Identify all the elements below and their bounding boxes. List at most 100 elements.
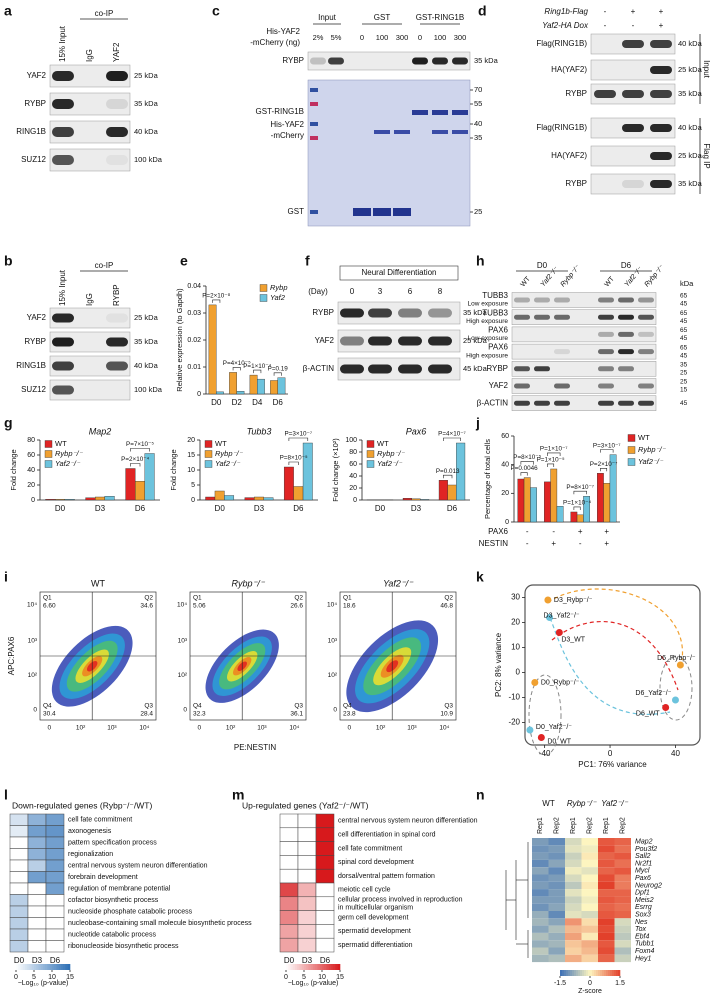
band [106,127,128,137]
band [106,155,128,165]
row-label: spermatid development [338,928,411,935]
bar [556,506,564,523]
trajectory [551,621,679,691]
label: TUBB3 [482,291,508,300]
band [618,400,634,406]
label: D6 [621,261,632,270]
point [537,734,545,741]
lane-label: YAF2 [112,42,121,62]
band [368,364,392,374]
heatmap-cell [9,859,29,872]
significance-bracket [212,299,221,303]
y-tick-label: 10 [511,643,520,652]
band [398,336,422,346]
y-axis-label: APC:PAX6 [7,636,16,675]
label: Input [702,60,711,79]
quadrant-value: 6.60 [43,603,56,610]
label: 25 kDa [678,65,703,74]
label: His-YAF2 [270,120,304,129]
legend-label: Yaf2⁻/⁻ [215,459,241,468]
bar [55,499,66,501]
significance-bracket [443,437,461,441]
colorbar-step [32,964,35,970]
legend-swatch [259,294,268,302]
legend-swatch [259,284,268,292]
heatmap-cell [9,882,29,895]
heatmap-cell [532,954,549,963]
band [368,308,392,318]
heatmap-cell [581,925,598,933]
blot-strip [590,59,676,81]
band [52,313,74,323]
p-value: P=8×10⁻⁵ [280,455,308,462]
point-label: D3_Rybp⁻/⁻ [554,597,593,604]
legend-label: WT [377,439,389,448]
label: 25 [680,379,688,386]
p-value: P=4×10⁻⁷ [438,431,466,438]
point [671,696,679,704]
heatmap-cell [581,940,598,948]
heatmap-cell [548,874,565,882]
heatmap-cell [279,813,299,829]
label: 300 [396,33,409,42]
column-label: Rep1 [603,817,610,834]
p-value: P=1×10⁻⁴ [563,500,591,507]
row-label: spermatid differentiation [338,942,413,949]
y-axis-label: Percentage of total cells [483,439,492,519]
column-label: D3 [302,956,313,965]
colorbar-step [614,970,617,976]
colorbar-step [574,970,577,976]
colorbar-step [580,970,583,976]
legend-label: WT [215,439,227,448]
colorbar-step [560,970,563,976]
heatmap-cell [27,836,47,849]
colorbar-step [332,964,335,970]
y-tick-label: 60 [349,461,357,468]
sign: - [552,527,555,536]
row-label: Tubb1 [635,941,654,948]
label: + [659,7,664,16]
colorbar-step [55,964,58,970]
bar [229,372,237,395]
significance-bracket [573,506,581,510]
heatmap-cell [614,838,631,846]
colorbar-step [612,970,615,976]
label: 15 [680,387,688,394]
label: Rybp⁻/⁻ [644,263,667,288]
label: Low exposure [468,335,509,342]
panel-label: c [212,3,220,19]
heatmap-cell [315,924,335,939]
label: 35 kDa [678,179,703,188]
x-tick-label: D2 [232,398,243,407]
heatmap-cell [581,947,598,955]
colorbar-step [61,964,64,970]
legend-swatch [366,440,375,448]
colorbar-step [576,970,579,976]
label: Neural Differentiation [361,268,436,277]
colorbar-label: Z-score [578,988,602,995]
plot-title: Yaf2⁻/⁻ [383,578,414,588]
band [638,383,654,389]
row-label: Neurog2 [635,882,662,889]
y-tick-label: 60 [501,433,509,440]
colorbar-step [586,970,589,976]
heatmap-cell [598,918,615,926]
label: 0 [360,33,364,42]
label: YAF2 [315,336,335,345]
colorbar-step [592,970,595,976]
marker-label: 35 kDa [134,337,159,346]
heatmap-cell [581,903,598,911]
label: + [631,7,636,16]
heatmap-cell [532,903,549,911]
label: Low exposure [468,301,509,308]
legend-swatch [627,458,636,466]
bar [64,499,75,501]
heatmap-cell [565,845,582,853]
heatmap-cell [9,825,29,838]
colorbar-step [616,970,619,976]
legend-label: WT [638,433,650,442]
heatmap-cell [532,940,549,948]
label: 2% [313,33,324,42]
chart-title: Map2 [89,426,112,436]
label: GST [288,207,305,216]
